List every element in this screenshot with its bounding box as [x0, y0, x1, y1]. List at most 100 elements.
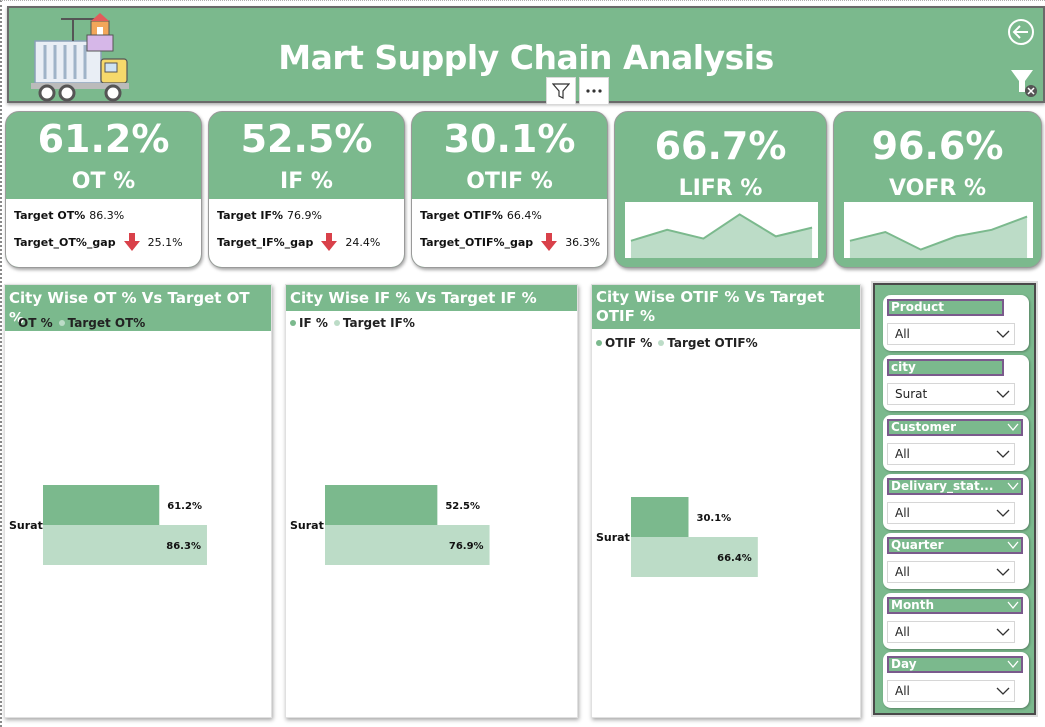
kpi-card-if[interactable]: 52.5% IF % Target IF% 76.9% Target_IF%_ga… [208, 111, 405, 268]
kpi-card-vofr[interactable]: 96.6% VOFR % [833, 111, 1042, 268]
legend-item: Target OTIF% [658, 336, 758, 350]
kpi-card-otif[interactable]: 30.1% OTIF % Target OTIF% 66.4% Target_OT… [411, 111, 608, 268]
chevron-down-icon [996, 509, 1010, 517]
slicer-dropdown[interactable]: All [887, 561, 1015, 583]
down-arrow-icon [541, 233, 558, 251]
bar-chart: Surat 52.5% 76.9% [290, 485, 490, 565]
slicer-dropdown[interactable]: All [887, 323, 1015, 345]
target-label: Target OT% [14, 209, 86, 222]
sparkline-area [630, 214, 813, 258]
gap-value: 25.1% [147, 235, 183, 249]
chevron-down-icon[interactable] [1007, 659, 1019, 669]
legend-item: IF % [290, 316, 328, 330]
more-options-button[interactable] [579, 77, 609, 105]
lifr-sparkline [625, 202, 818, 258]
slicer-title: Delivary_stat... [887, 478, 1023, 495]
target-row: Target OT% 86.3% [14, 209, 124, 222]
kpi-label: OTIF % [466, 169, 553, 194]
target-label: Target IF% [217, 209, 283, 222]
kpi-detail: Target OTIF% 66.4% Target_OTIF%_gap 36.3% [412, 199, 607, 267]
chart-title: City Wise OT % Vs Target OT % [5, 285, 271, 331]
target-label: Target OTIF% [420, 209, 503, 222]
slicer-title: Customer [887, 419, 1023, 436]
chevron-down-icon [996, 390, 1010, 398]
delivery-truck-logo [31, 13, 129, 102]
kpi-label: IF % [280, 169, 333, 194]
slicer-title: Product [887, 299, 1004, 316]
bar-actual[interactable] [43, 485, 160, 525]
legend-item: OT % [9, 316, 53, 330]
chevron-down-icon [996, 568, 1010, 576]
kpi-detail: Target IF% 76.9% Target_IF%_gap 24.4% [209, 199, 404, 267]
chevron-down-icon[interactable] [1007, 600, 1019, 610]
bar-actual[interactable] [325, 485, 438, 525]
sparkline-line [630, 213, 813, 242]
category-label: Surat [290, 519, 324, 532]
filter-icon [552, 83, 570, 99]
filter-button[interactable] [546, 77, 576, 105]
kpi-label: OT % [71, 169, 136, 194]
chart-legend: OTIF % Target OTIF% [596, 336, 760, 350]
slicer-customer[interactable]: Customer All [883, 415, 1029, 471]
page-title: Mart Supply Chain Analysis [278, 38, 774, 77]
chart-title: City Wise OTIF % Vs Target OTIF % [592, 285, 860, 329]
kpi-value: 61.2% [37, 117, 170, 161]
slicer-title: Day [887, 656, 1023, 673]
slicer-city[interactable]: city Surat [883, 355, 1029, 411]
sparkline-area [849, 216, 1028, 258]
slicer-day[interactable]: Day All [883, 652, 1029, 708]
slicer-dropdown[interactable]: All [887, 621, 1015, 643]
category-label: Surat [9, 519, 43, 532]
gap-row: Target_OT%_gap 25.1% [14, 233, 183, 251]
chart-panel-if[interactable]: City Wise IF % Vs Target IF % IF % Targe… [285, 284, 578, 718]
chart-panel-otif[interactable]: City Wise OTIF % Vs Target OTIF % OTIF %… [591, 284, 861, 718]
data-label: 30.1% [696, 513, 731, 524]
target-value: 86.3% [89, 209, 125, 222]
kpi-label: LIFR % [678, 176, 763, 201]
clear-filters-icon[interactable] [1009, 68, 1039, 98]
bar-target[interactable] [43, 525, 207, 565]
chart-panel-ot[interactable]: City Wise OT % Vs Target OT % OT % Targe… [4, 284, 272, 718]
chevron-down-icon [996, 450, 1010, 458]
kpi-detail: Target OT% 86.3% Target_OT%_gap 25.1% [6, 199, 201, 267]
category-label: Surat [596, 531, 630, 544]
slicer-dropdown[interactable]: All [887, 443, 1015, 465]
chart-legend: OT % Target OT% [9, 316, 147, 330]
bar-target[interactable] [631, 537, 758, 577]
chevron-down-icon[interactable] [1007, 481, 1019, 491]
kpi-value: 96.6% [871, 124, 1004, 168]
kpi-value: 66.7% [654, 124, 787, 168]
header-banner: Mart Supply Chain Analysis [7, 6, 1045, 103]
slicer-delivery-status[interactable]: Delivary_stat... All [883, 474, 1029, 530]
gap-label: Target_OT%_gap [14, 235, 116, 249]
slicer-quarter[interactable]: Quarter All [883, 533, 1029, 589]
slicer-panel: Product All city Surat Customer All Deli… [873, 283, 1036, 715]
kpi-label: VOFR % [888, 176, 986, 201]
legend-item: Target OT% [58, 316, 145, 330]
gap-label: Target_IF%_gap [217, 235, 314, 249]
slicer-dropdown[interactable]: Surat [887, 383, 1015, 405]
bar-actual[interactable] [631, 497, 689, 537]
gap-value: 24.4% [345, 235, 381, 249]
slicer-month[interactable]: Month All [883, 593, 1029, 649]
kpi-card-ot[interactable]: 61.2% OT % Target OT% 86.3% Target_OT%_ga… [5, 111, 202, 268]
slicer-title: Quarter [887, 537, 1023, 554]
chevron-down-icon[interactable] [1007, 540, 1019, 550]
down-arrow-icon [123, 233, 140, 251]
slicer-title: city [887, 359, 1004, 376]
chevron-down-icon [996, 330, 1010, 338]
kpi-card-lifr[interactable]: 66.7% LIFR % [614, 111, 827, 268]
slicer-title: Month [887, 597, 1023, 614]
back-arrow-icon[interactable] [1007, 18, 1035, 46]
slicer-product[interactable]: Product All [883, 295, 1029, 351]
visual-header-toolbar [546, 77, 609, 105]
gap-row: Target_IF%_gap 24.4% [217, 233, 380, 251]
data-label: 66.4% [717, 553, 752, 564]
target-value: 76.9% [286, 209, 322, 222]
bar-chart: Surat 61.2% 86.3% [9, 485, 207, 565]
slicer-dropdown[interactable]: All [887, 680, 1015, 702]
bar-chart: Surat 30.1% 66.4% [596, 497, 758, 577]
bar-target[interactable] [325, 525, 490, 565]
slicer-dropdown[interactable]: All [887, 502, 1015, 524]
chevron-down-icon[interactable] [1007, 422, 1019, 432]
